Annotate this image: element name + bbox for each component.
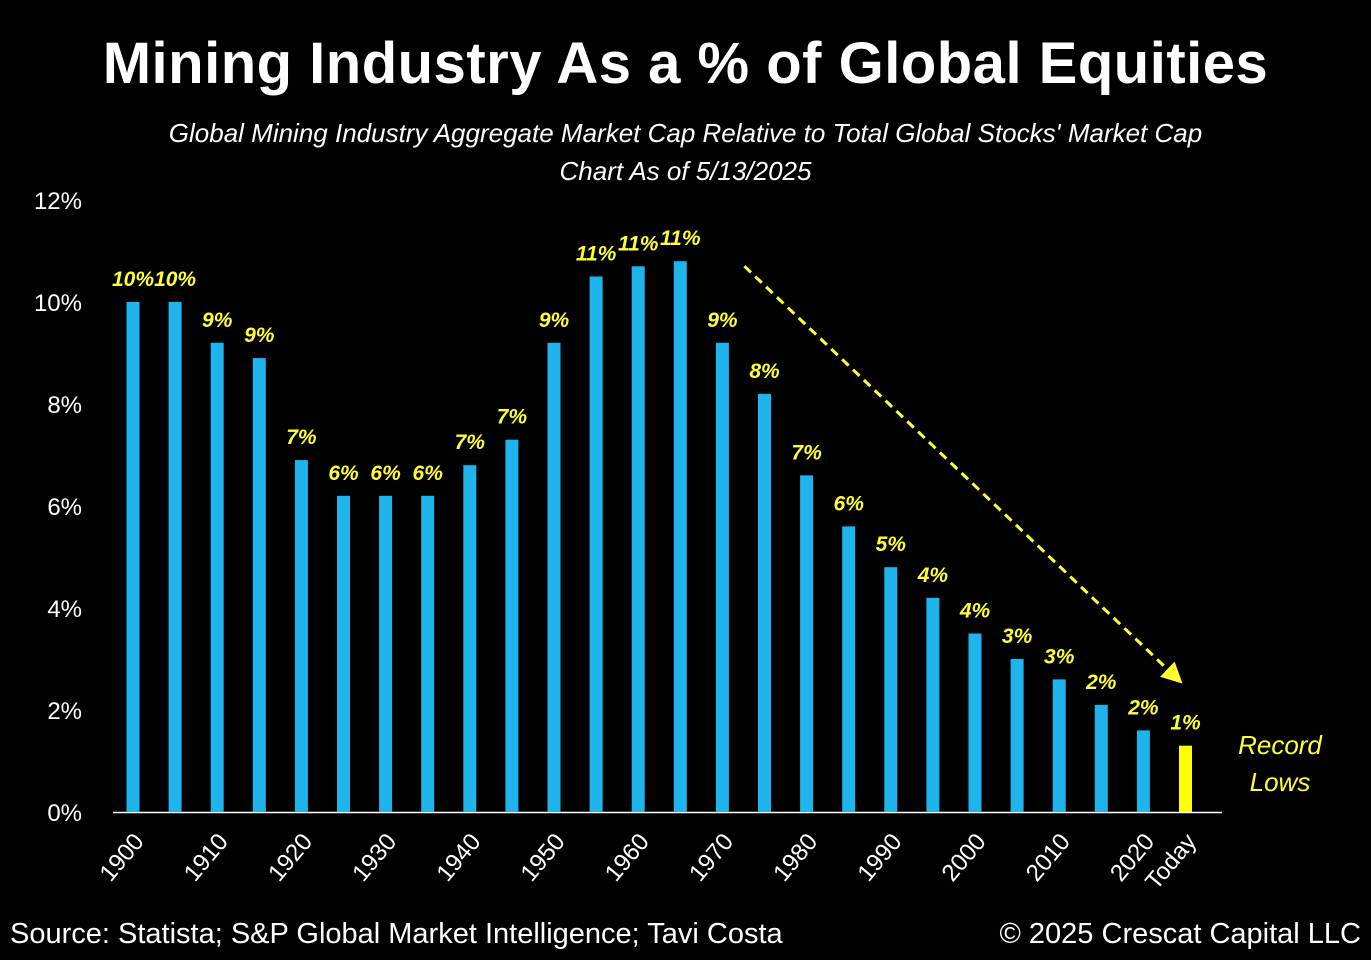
bar-1920 <box>294 460 308 812</box>
x-tick-label: 1990 <box>852 829 907 887</box>
data-label-1975: 8% <box>749 360 780 383</box>
data-label-1965: 11% <box>660 227 701 250</box>
data-label-1930: 6% <box>370 462 401 485</box>
bar-1945 <box>505 439 519 812</box>
bar-1995 <box>926 597 940 812</box>
x-tick-label: 1940 <box>431 829 486 887</box>
y-tick-label: 6% <box>47 494 82 521</box>
data-label-2010: 3% <box>1044 645 1075 668</box>
data-label-1970: 9% <box>707 309 738 332</box>
copyright-note: © 2025 Crescat Capital LLC <box>999 918 1362 950</box>
bar-1965 <box>673 261 687 812</box>
data-label-1990: 5% <box>876 533 907 556</box>
bar-Today <box>1179 745 1192 812</box>
y-tick-label: 0% <box>47 800 82 827</box>
y-tick-label: 8% <box>47 392 82 419</box>
chart-title: Mining Industry As a % of Global Equitie… <box>102 31 1269 96</box>
bar-1930 <box>379 495 393 812</box>
bar-1935 <box>421 495 435 812</box>
x-tick-label: 1950 <box>516 829 571 887</box>
y-tick-label: 10% <box>34 290 82 317</box>
data-label-1910: 9% <box>202 309 233 332</box>
x-tick-label: 1910 <box>179 829 234 887</box>
annotation-line-1: Record <box>1238 730 1323 760</box>
x-tick-label: 1960 <box>600 829 655 887</box>
bar-2005 <box>1010 659 1024 812</box>
data-label-1935: 6% <box>413 462 444 485</box>
data-label-1900: 10% <box>112 268 154 291</box>
bar-1975 <box>758 393 771 812</box>
x-tick-label: 2000 <box>937 829 992 887</box>
data-label-1950: 9% <box>539 309 570 332</box>
y-tick-label: 12% <box>34 188 82 215</box>
data-label-1995: 4% <box>917 564 949 587</box>
bar-1915 <box>252 358 266 812</box>
bar-1950 <box>547 342 561 812</box>
bar-1955 <box>589 276 603 812</box>
x-tick-label: 2010 <box>1021 829 1076 887</box>
bar-2020 <box>1136 730 1150 812</box>
bar-1900 <box>126 302 140 812</box>
bar-1905 <box>168 302 182 812</box>
y-tick-label: 4% <box>47 596 82 623</box>
bar-1990 <box>884 567 898 812</box>
bar-2015 <box>1094 704 1108 812</box>
data-label-1985: 6% <box>834 492 865 515</box>
chart-date: Chart As of 5/13/2025 <box>559 156 812 186</box>
data-label-Today: 1% <box>1170 712 1201 735</box>
x-tick-label: 1900 <box>95 829 150 887</box>
data-label-1925: 6% <box>328 462 359 485</box>
x-tick-label: 1920 <box>263 829 318 887</box>
x-tick-label: 1970 <box>684 829 739 887</box>
data-label-1945: 7% <box>497 406 528 429</box>
data-label-1915: 9% <box>244 324 275 347</box>
bar-2010 <box>1052 679 1066 812</box>
bar-1980 <box>800 475 814 812</box>
bar-1985 <box>842 526 856 812</box>
data-label-2005: 3% <box>1002 625 1033 648</box>
bar-1910 <box>210 342 224 812</box>
trend-arrow <box>743 265 1183 684</box>
data-label-1905: 10% <box>154 268 196 291</box>
data-label-2015: 2% <box>1085 671 1117 694</box>
bar-1960 <box>631 266 645 812</box>
bar-1970 <box>715 342 729 812</box>
source-note: Source: Statista; S&P Global Market Inte… <box>10 918 783 950</box>
bar-1925 <box>337 495 350 812</box>
data-label-2020: 2% <box>1127 696 1159 719</box>
data-label-1940: 7% <box>455 431 486 454</box>
chart-subtitle: Global Mining Industry Aggregate Market … <box>168 118 1203 148</box>
data-label-1920: 7% <box>286 426 317 449</box>
bar-1940 <box>463 465 477 812</box>
data-label-1960: 11% <box>618 232 659 255</box>
y-tick-label: 2% <box>47 698 82 725</box>
x-tick-label: 1930 <box>347 829 402 887</box>
annotation-line-2: Lows <box>1250 767 1311 797</box>
data-label-1955: 11% <box>576 243 617 266</box>
data-label-2000: 4% <box>959 600 991 623</box>
data-label-1980: 7% <box>791 441 822 464</box>
bar-2000 <box>968 633 982 812</box>
x-tick-label: 1980 <box>768 829 823 887</box>
